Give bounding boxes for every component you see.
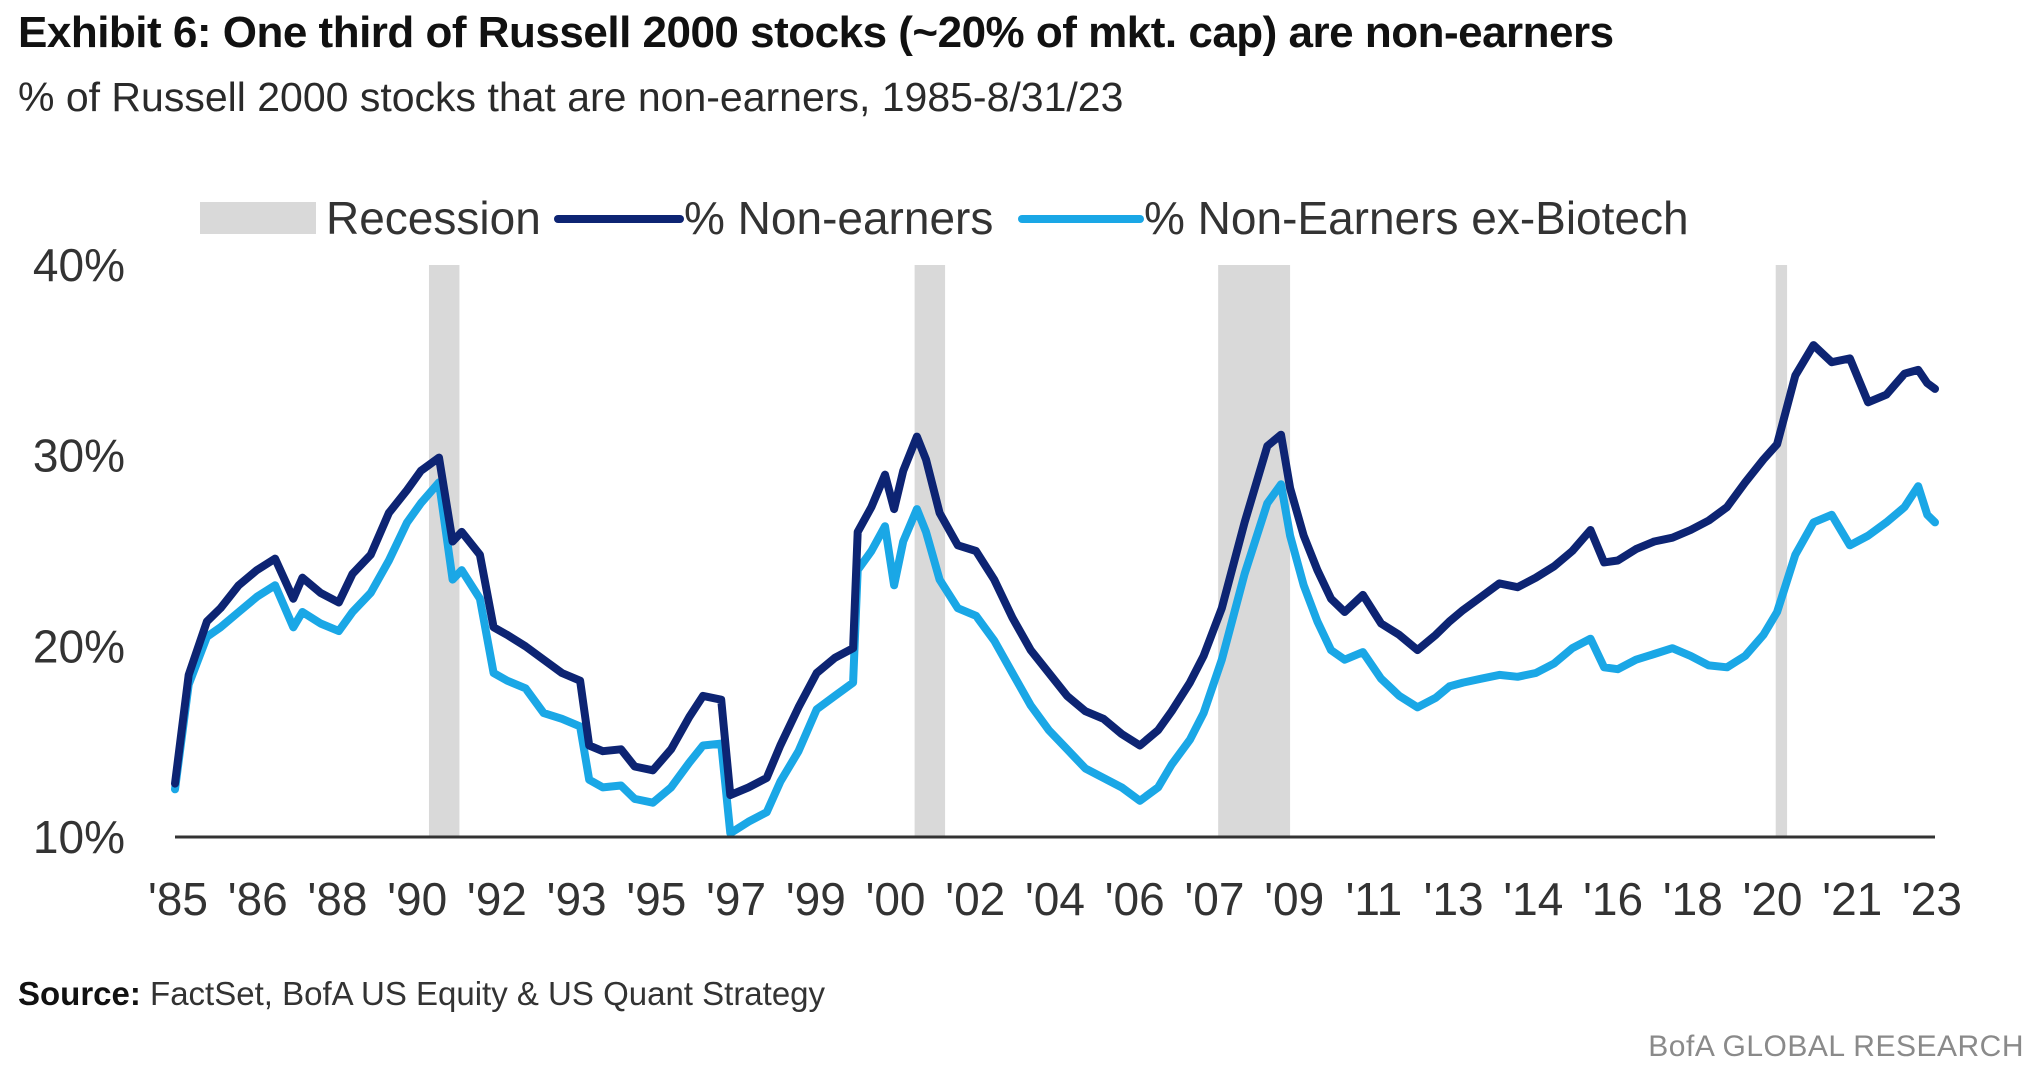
x-tick-label: '85 [148,873,208,925]
x-tick-label: '93 [547,873,607,925]
series-line-non-earners [171,341,1939,800]
series-lines [171,341,1939,838]
y-axis: 10% 20% 30% 40% [33,239,125,863]
x-axis: '85 '86 '88 '90 '92 '93 '95 '97 '99 '00 '02 '04 '06 '… [148,873,1962,925]
legend-label-non-earners: % Non-earners [684,192,993,244]
x-tick-label: '14 [1503,873,1563,925]
x-tick-label: '04 [1025,873,1085,925]
x-tick-label: '97 [706,873,766,925]
x-tick-label: '16 [1583,873,1643,925]
x-tick-label: '86 [228,873,288,925]
x-tick-label: '00 [866,873,926,925]
legend-label-ex-biotech: % Non-Earners ex-Biotech [1144,192,1689,244]
chart-subtitle: % of Russell 2000 stocks that are non-ea… [18,74,1124,120]
x-tick-label: '23 [1902,873,1962,925]
chart-title: Exhibit 6: One third of Russell 2000 sto… [18,8,1614,57]
legend: Recession % Non-earners % Non-Earners ex… [200,192,1689,244]
x-tick-label: '90 [387,873,447,925]
x-tick-label: '11 [1346,873,1403,925]
x-tick-label: '06 [1105,873,1165,925]
x-tick-label: '88 [307,873,367,925]
source-note: Source: FactSet, BofA US Equity & US Qua… [18,975,825,1013]
legend-label-recession: Recession [326,192,541,244]
x-tick-label: '95 [626,873,686,925]
line-chart: Recession % Non-earners % Non-Earners ex… [33,192,1962,925]
x-tick-label: '09 [1264,873,1324,925]
source-text: FactSet, BofA US Equity & US Quant Strat… [150,975,826,1012]
x-tick-label: '18 [1663,873,1723,925]
brand-footer: BofA GLOBAL RESEARCH [1648,1030,2024,1063]
recession-band [428,265,460,837]
y-tick-label: 40% [33,239,125,291]
y-tick-label: 10% [33,811,125,863]
source-label: Source: [18,975,141,1012]
legend-swatch-recession [200,202,316,234]
x-tick-label: '07 [1184,873,1244,925]
x-tick-label: '21 [1822,873,1882,925]
recession-bands [428,265,1788,837]
x-tick-label: '92 [467,873,527,925]
x-tick-label: '99 [786,873,846,925]
recession-band [1775,265,1788,837]
x-tick-label: '02 [945,873,1005,925]
x-tick-label: '13 [1424,873,1484,925]
y-tick-label: 30% [33,430,125,482]
y-tick-label: 20% [33,620,125,672]
series-line-ex-biotech [171,478,1939,838]
x-tick-label: '20 [1743,873,1803,925]
